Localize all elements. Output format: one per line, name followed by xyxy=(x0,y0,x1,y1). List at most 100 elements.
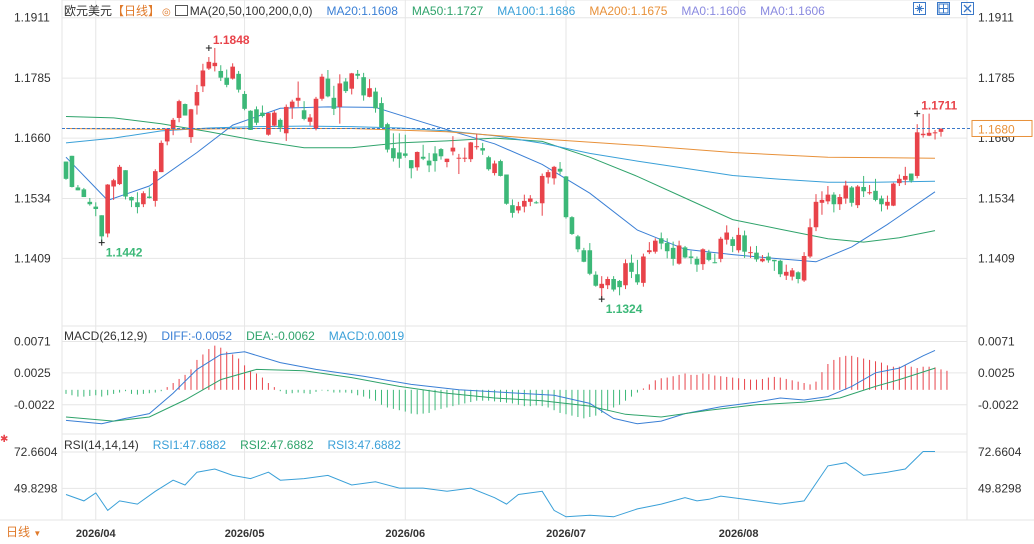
candle-body xyxy=(391,148,396,159)
x-tick-label: 2026/07 xyxy=(546,528,586,540)
macd-tick-label-left: 0.0025 xyxy=(14,366,51,380)
candle-body xyxy=(539,175,545,204)
close-icon[interactable] xyxy=(961,2,974,15)
macd-tick-label-right: 0.0025 xyxy=(978,366,1015,380)
candle-body xyxy=(760,258,765,262)
price-tick-label-left: 1.1660 xyxy=(14,131,51,145)
candle-body xyxy=(599,283,605,289)
candle-body xyxy=(444,158,450,163)
candle-body xyxy=(426,160,432,166)
candle-body xyxy=(438,149,444,157)
candle-body xyxy=(593,274,599,286)
candle-body xyxy=(897,178,902,184)
candle-body xyxy=(647,250,652,253)
candle-body xyxy=(783,271,789,276)
candle-body xyxy=(266,113,271,135)
candle-body xyxy=(325,78,331,97)
candle-body xyxy=(861,186,866,192)
chevron-down-icon: ▼ xyxy=(33,529,42,538)
macd-header: MACD(26,12,9) DIFF:-0.0052 DEA:-0.0062 MACD… xyxy=(64,329,416,343)
extreme-label: 1.1324 xyxy=(606,302,643,316)
candle-body xyxy=(188,109,194,138)
extreme-label: 1.1848 xyxy=(213,33,250,47)
period-selector-label: 日线 xyxy=(6,525,31,539)
macd-dea-line xyxy=(65,367,936,422)
ma-value-0: MA20:1.1608 xyxy=(326,4,398,18)
indicator-menu-icon[interactable]: ◎ xyxy=(162,7,171,18)
candle-body xyxy=(736,234,741,251)
candle-body xyxy=(605,279,610,286)
candle-body xyxy=(147,196,152,198)
rsi-values: RSI1:47.6882 RSI2:47.6882 RSI3:47.6882 xyxy=(145,438,407,452)
ma-value-1: MA50:1.1727 xyxy=(411,4,484,18)
zoom-in-icon[interactable] xyxy=(913,2,926,15)
candle-body xyxy=(307,117,313,122)
candle-body xyxy=(510,205,515,213)
candle-body xyxy=(170,119,176,129)
candle-body xyxy=(789,270,795,277)
symbol-label: 欧元美元 xyxy=(64,4,113,18)
rsi-header: RSI(14,14,14) RSI1:47.6882 RSI2:47.6882 RSI… xyxy=(64,438,413,452)
candle-body xyxy=(498,161,503,176)
candle-body xyxy=(700,249,706,265)
candle-body xyxy=(813,201,819,228)
candle-body xyxy=(456,157,462,159)
period-label[interactable]: 【日线】 xyxy=(112,4,161,18)
candle-body xyxy=(135,202,140,208)
candle-body xyxy=(557,168,563,172)
candle-body xyxy=(337,83,343,107)
candle-body xyxy=(408,160,414,169)
rsi-value-0: RSI1:47.6882 xyxy=(152,438,227,452)
ma-value-3: MA200:1.1675 xyxy=(589,4,668,18)
candle-body xyxy=(718,238,724,259)
candle-body xyxy=(516,206,521,211)
candle-body xyxy=(545,172,551,178)
candle-body xyxy=(301,110,307,119)
candle-body xyxy=(694,258,700,265)
candle-body xyxy=(158,142,164,173)
candle-body xyxy=(277,119,283,128)
macd-value-1: DEA:-0.0062 xyxy=(246,329,315,343)
candle-body xyxy=(397,152,402,159)
candle-body xyxy=(385,124,390,150)
rsi-tick-label-left: 49.8298 xyxy=(14,481,58,495)
rsi-title: RSI(14,14,14) xyxy=(64,438,139,452)
candle-body xyxy=(212,62,218,67)
ma-value-2: MA100:1.1686 xyxy=(497,4,576,18)
candle-body xyxy=(635,274,640,283)
candle-body xyxy=(432,153,438,162)
candle-body xyxy=(254,109,259,123)
candle-body xyxy=(331,97,337,109)
candle-body xyxy=(87,201,93,205)
macd-value-0: DIFF:-0.0052 xyxy=(161,329,233,343)
ma-value-4: MA0:1.1606 xyxy=(681,4,747,18)
candle-body xyxy=(242,93,247,109)
candle-body xyxy=(182,104,188,116)
x-tick-label: 2026/05 xyxy=(225,528,265,540)
candle-body xyxy=(920,133,926,136)
macd-tick-label-right: -0.0022 xyxy=(978,398,1019,412)
grid-icon[interactable] xyxy=(937,2,950,15)
candle-body xyxy=(926,132,932,136)
extreme-marker xyxy=(598,296,605,303)
rsi-tick-label-right: 72.6604 xyxy=(978,445,1022,459)
candle-body xyxy=(879,198,884,205)
price-tick-label-left: 1.1534 xyxy=(14,191,51,205)
candle-body xyxy=(724,232,730,240)
candle-body xyxy=(748,252,753,254)
candle-body xyxy=(807,227,813,257)
candle-body xyxy=(420,156,426,159)
candle-body xyxy=(367,88,372,97)
candle-body xyxy=(533,202,539,204)
ma-label: MA(20,50,100,200,0,0) xyxy=(189,4,313,18)
period-selector[interactable]: 日线 ▼ xyxy=(0,522,58,542)
settings-icon[interactable]: ✱ xyxy=(0,434,9,445)
candle-body xyxy=(450,147,456,152)
candle-body xyxy=(504,174,509,204)
candle-body xyxy=(402,153,408,156)
candle-body xyxy=(218,70,224,78)
candle-body xyxy=(831,194,837,205)
ma-chart-icon[interactable] xyxy=(174,5,188,16)
last-price-tag xyxy=(971,119,1033,137)
